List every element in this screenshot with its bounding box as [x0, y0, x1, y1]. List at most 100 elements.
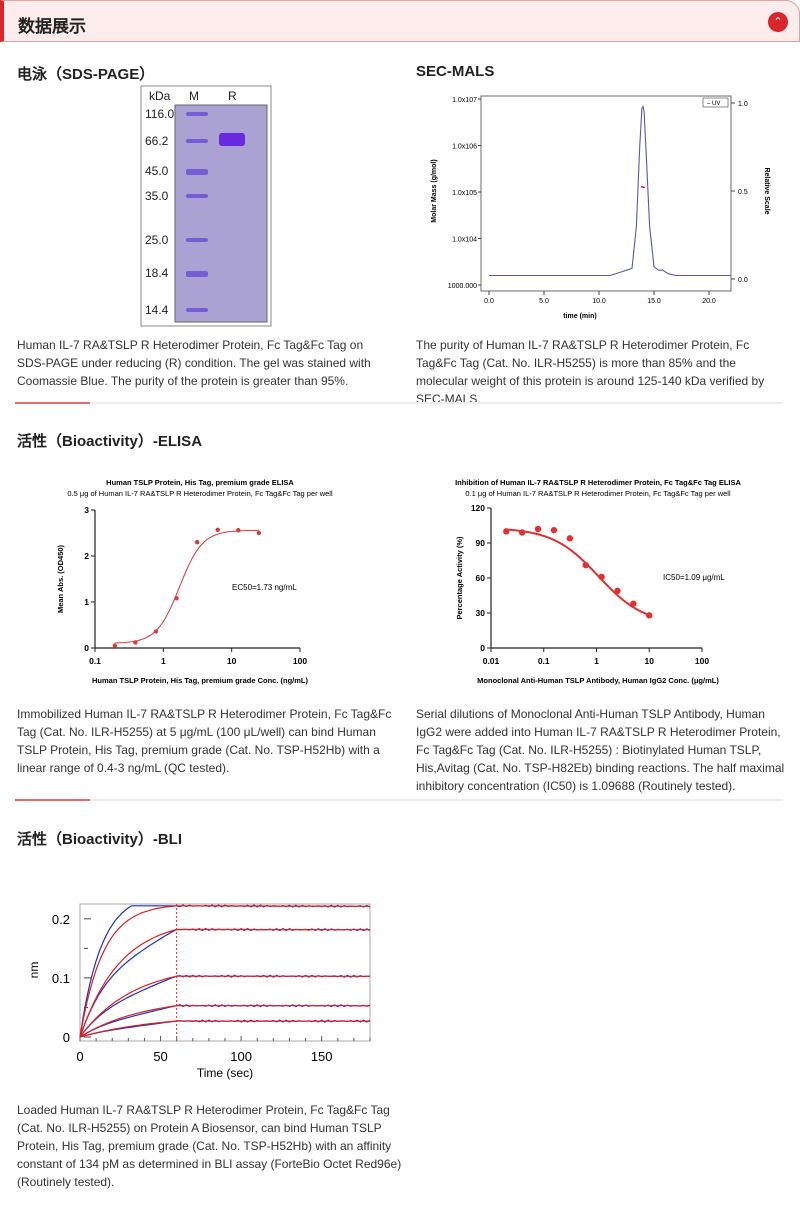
x-tick-label: 100	[695, 656, 709, 666]
y-tick-label: 0	[480, 643, 485, 653]
x-tick-label: 5.0	[539, 298, 549, 305]
y-tick-label: 0	[63, 1030, 70, 1045]
gel-marker-label: 14.4	[145, 303, 169, 317]
gel-marker-band	[186, 271, 208, 277]
fit-curve	[79, 1020, 370, 1038]
y2-tick-label: 0.0	[738, 277, 748, 284]
x-tick-label: 1	[594, 656, 599, 666]
sds-page-gel-image: kDa M R 116.0 66.2 45.0 35.0 25.0 18.4 14.4	[140, 85, 272, 327]
chart-annotation: IC50=1.09 μg/mL	[663, 573, 725, 582]
y-tick-label: 120	[471, 503, 485, 513]
gel-marker-label: 45.0	[145, 164, 169, 178]
gel-lane-label: M	[189, 89, 199, 103]
y-axis-label: nm	[27, 962, 41, 979]
bli-caption: Loaded Human IL-7 RA&TSLP R Heterodimer …	[17, 1103, 402, 1189]
elisa-right-caption: Serial dilutions of Monoclonal Anti-Huma…	[416, 707, 785, 793]
gel-marker-label: 18.4	[145, 266, 169, 280]
y-tick-label: 90	[476, 538, 486, 548]
gel-marker-band	[186, 139, 208, 143]
data-point	[236, 528, 241, 533]
gel-marker-band	[186, 238, 208, 242]
gel-marker-band	[186, 308, 208, 312]
chart-title: Human TSLP Protein, His Tag, premium gra…	[106, 478, 294, 487]
x-tick-label: 0.1	[538, 656, 550, 666]
y-tick-label: 1.0x106	[452, 144, 477, 151]
gel-unit-label: kDa	[149, 89, 171, 103]
y-tick-label: 3	[84, 505, 89, 515]
gel-marker-label: 66.2	[145, 134, 169, 148]
measured-curve	[79, 1019, 371, 1038]
y-tick-label: 1.0x104	[452, 237, 477, 244]
sds-page-caption: Human IL-7 RA&TSLP R Heterodimer Protein…	[17, 338, 371, 388]
plot-frame	[480, 95, 732, 292]
elisa-ic50-chart: Inhibition of Human IL-7 RA&TSLP R Heter…	[455, 478, 742, 685]
x-axis-label: Time (sec)	[197, 1066, 253, 1080]
x-tick-label: 150	[311, 1049, 333, 1064]
x-tick-label: 0	[76, 1049, 83, 1064]
x-tick-label: 20.0	[702, 298, 716, 305]
data-point	[503, 528, 510, 535]
y-tick-label: 0	[84, 643, 89, 653]
sec-mals-chart: 0.0 5.0 10.0 15.0 20.0 1000.000 1.0x104 1.0x105…	[431, 95, 770, 320]
divider	[15, 402, 783, 404]
uv-trace	[489, 105, 731, 277]
y-tick-label: 0.1	[52, 971, 70, 986]
chart-annotation: EC50=1.73 ng/mL	[232, 583, 297, 592]
legend-box	[702, 97, 729, 108]
fit-curve	[79, 905, 370, 1038]
fit-curve	[79, 975, 370, 1038]
data-point	[614, 587, 621, 595]
gel-marker-band	[186, 112, 208, 116]
gel-lane-label: R	[228, 89, 237, 103]
y2-tick-label: 1.0	[738, 101, 748, 108]
y-tick-label: 1000.000	[448, 283, 477, 290]
y-tick-label: 1.0x105	[452, 190, 477, 197]
data-point	[598, 573, 605, 581]
fit-curve	[114, 529, 259, 644]
data-point	[566, 535, 574, 542]
data-point	[133, 640, 138, 645]
sds-page-title: 电泳（SDS-PAGE）	[17, 66, 155, 83]
gel-marker-band	[186, 169, 208, 175]
data-point	[174, 596, 179, 601]
chart-subtitle: 0.1 μg of Human IL-7 RA&TSLP R Heterodim…	[465, 489, 731, 498]
data-point	[582, 561, 589, 569]
chart-subtitle: 0.5 μg of Human IL-7 RA&TSLP R Heterodim…	[67, 489, 333, 498]
x-tick-label: 0.01	[483, 656, 500, 666]
section-header: 数据展示 ⌃	[0, 0, 800, 42]
fit-curve	[506, 528, 650, 617]
y-tick-label: 0.2	[52, 912, 70, 927]
y2-tick-label: 0.5	[738, 189, 748, 196]
data-point	[630, 600, 637, 607]
x-tick-label: 1	[161, 656, 166, 666]
y-axis-label: Molar Mass (g/mol)	[431, 159, 438, 222]
data-point	[153, 629, 159, 634]
bli-title: 活性（Bioactivity）-BLI	[17, 831, 183, 848]
gel-marker-label: 25.0	[145, 233, 169, 247]
data-point	[518, 529, 526, 536]
chevron-up-icon[interactable]: ⌃	[768, 12, 788, 32]
x-tick-label: 10	[227, 656, 237, 666]
data-point	[112, 643, 118, 648]
x-axis-label: Human TSLP Protein, His Tag, premium gra…	[92, 676, 308, 685]
x-tick-label: 0.0	[484, 298, 494, 305]
sec-mals-caption: The purity of Human IL-7 RA&TSLP R Heter…	[416, 338, 765, 406]
data-point	[646, 612, 653, 619]
y-tick-label: 30	[476, 608, 486, 618]
elisa-ec50-chart: Human TSLP Protein, His Tag, premium gra…	[56, 478, 333, 685]
elisa-left-caption: Immobilized Human IL-7 RA&TSLP R Heterod…	[17, 707, 392, 775]
bli-chart: 0 50 100 150 0 0.1 0.2 Time (sec) nm	[27, 903, 371, 1080]
fit-curve	[79, 1005, 370, 1038]
x-axis-label: Monoclonal Anti-Human TSLP Antibody, Hum…	[477, 676, 719, 685]
x-tick-label: 10.0	[592, 298, 606, 305]
x-tick-label: 50	[153, 1049, 167, 1064]
gel-marker-band	[186, 194, 208, 198]
x-tick-label: 0.1	[89, 656, 101, 666]
divider	[15, 799, 783, 801]
gel-marker-label: 116.0	[145, 107, 174, 121]
data-point	[215, 527, 220, 532]
y-tick-label: 1	[84, 597, 89, 607]
y-axis-label: Percentage Activity (%)	[455, 536, 464, 620]
data-point	[534, 525, 542, 533]
x-axis-label: time (min)	[563, 313, 596, 320]
